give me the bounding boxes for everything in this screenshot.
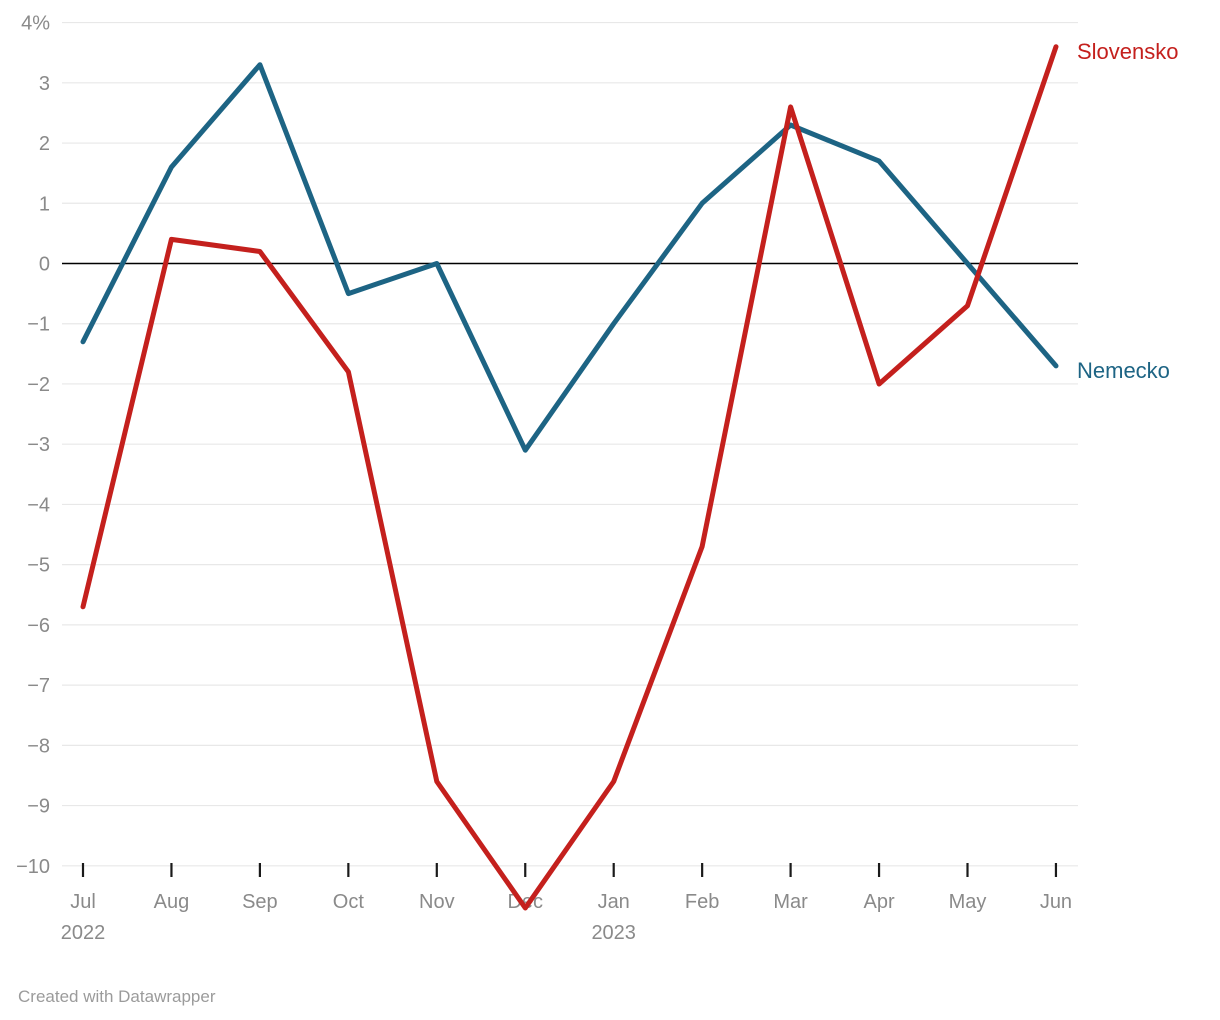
x-tick-label: Nov — [419, 891, 455, 913]
y-tick-label: 1 — [39, 193, 50, 215]
x-year-label: 2023 — [591, 922, 636, 944]
x-tick-label: Oct — [333, 891, 365, 913]
y-tick-label: 3 — [39, 73, 50, 95]
series-label-slovensko: Slovensko — [1077, 38, 1179, 64]
x-tick-label: Jan — [598, 891, 630, 913]
x-tick-label: Jul — [70, 891, 96, 913]
y-tick-label: −1 — [27, 314, 50, 336]
y-tick-label: 0 — [39, 254, 50, 276]
datawrapper-credit: Created with Datawrapper — [18, 987, 216, 1006]
series-label-nemecko: Nemecko — [1077, 357, 1170, 383]
x-tick-label: Apr — [863, 891, 894, 913]
x-tick-label: May — [949, 891, 987, 913]
y-tick-label: −3 — [27, 434, 50, 456]
x-tick-label: Jun — [1040, 891, 1072, 913]
y-tick-label: −7 — [27, 675, 50, 697]
x-tick-label: Aug — [154, 891, 190, 913]
y-tick-label: 4% — [21, 13, 50, 35]
y-tick-label: −9 — [27, 796, 50, 818]
y-tick-label: 2 — [39, 133, 50, 155]
y-tick-label: −5 — [27, 555, 50, 577]
x-tick-label: Feb — [685, 891, 719, 913]
y-tick-label: −10 — [16, 856, 50, 878]
y-tick-label: −4 — [27, 494, 50, 516]
series-line-slovensko — [80, 44, 1059, 911]
series-line-nemecko — [80, 62, 1059, 453]
x-year-label: 2022 — [61, 922, 106, 944]
y-tick-label: −8 — [27, 735, 50, 757]
x-tick-label: Mar — [773, 891, 808, 913]
y-tick-label: −2 — [27, 374, 50, 396]
y-tick-label: −6 — [27, 615, 50, 637]
x-tick-label: Sep — [242, 891, 278, 913]
